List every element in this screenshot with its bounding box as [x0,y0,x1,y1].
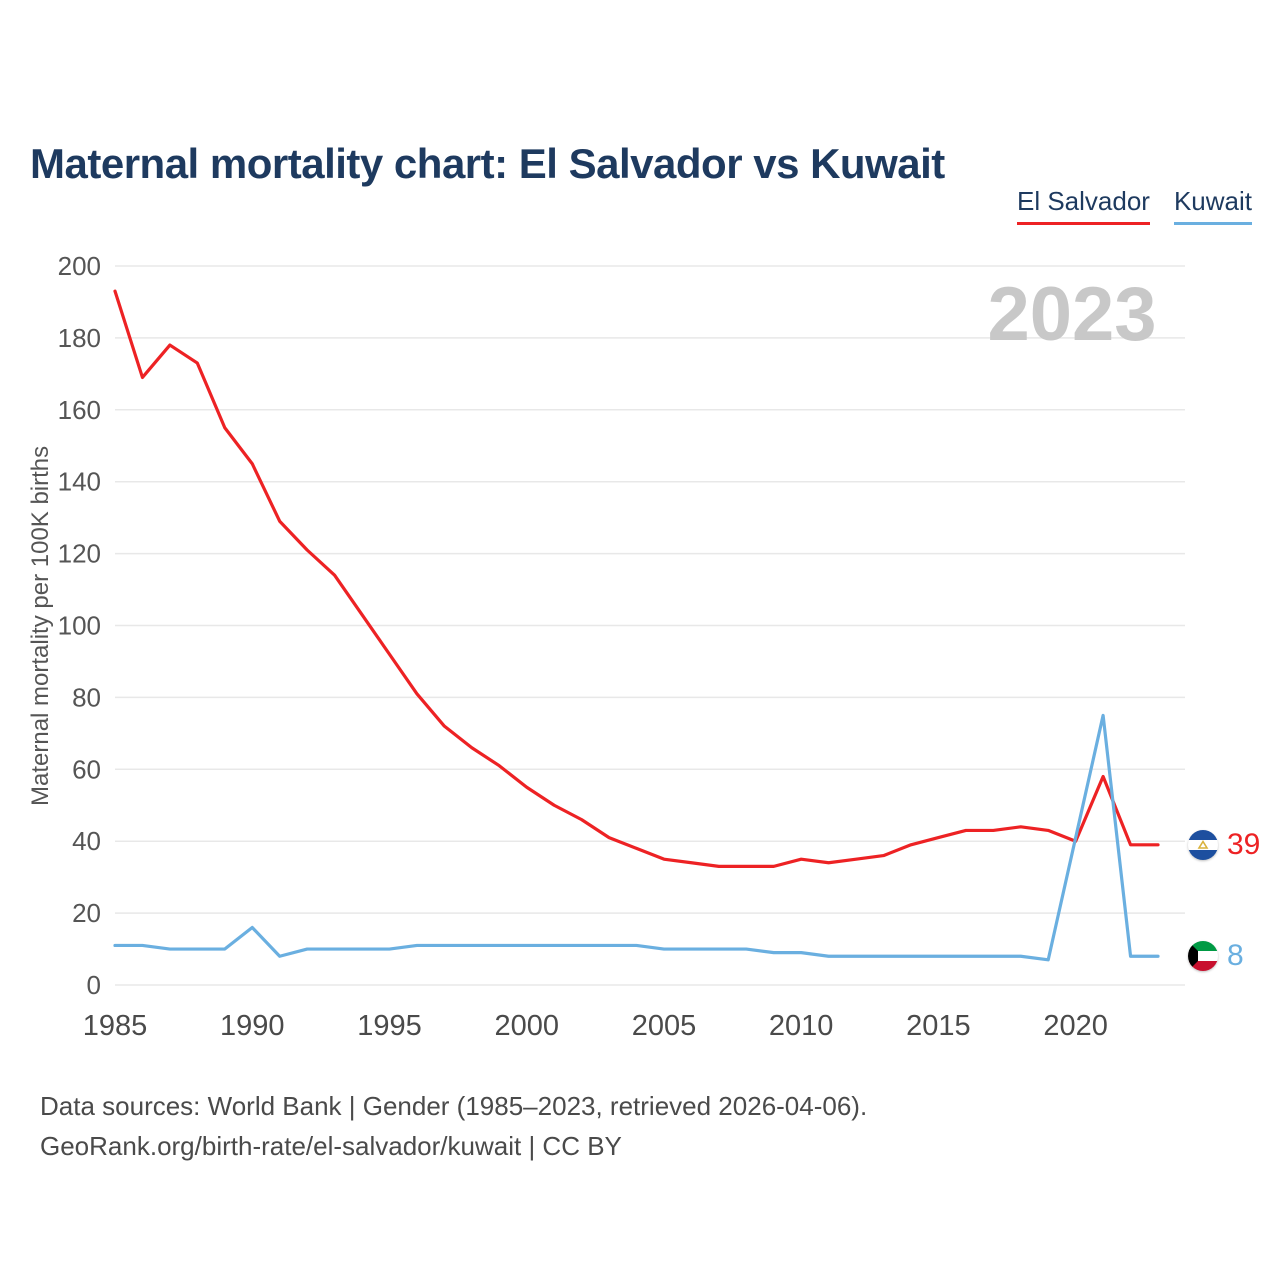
y-tick-label: 200 [58,251,101,281]
y-tick-label: 40 [72,826,101,856]
y-tick-label: 0 [87,970,101,1000]
line-kuwait [113,713,1160,962]
legend-label-el-salvador: El Salvador [1016,186,1150,216]
end-label-el-salvador: 39 [1188,828,1260,862]
y-tick-label: 60 [72,754,101,784]
legend-item-el-salvador[interactable]: El Salvador [1016,186,1150,225]
kuwait-flag-icon [1188,941,1218,972]
x-tick-label: 1985 [83,1010,148,1042]
end-value-el-salvador: 39 [1227,827,1261,861]
end-label-kuwait: 8 [1188,939,1244,973]
end-value-kuwait: 8 [1227,939,1244,973]
footer-sources: Data sources: World Bank | Gender (1985–… [40,1091,868,1121]
footer-attribution: GeoRank.org/birth-rate/el-salvador/kuwai… [40,1131,622,1162]
x-tick-label: 1990 [220,1010,285,1042]
y-tick-label: 160 [58,395,101,425]
x-tick-label: 1995 [357,1010,422,1042]
x-tick-label: 2000 [494,1010,559,1042]
x-tick-label: 2010 [769,1010,834,1042]
y-tick-label: 20 [72,898,101,928]
footer: Data sources: World Bank | Gender (1985–… [40,1086,867,1167]
legend-item-kuwait[interactable]: Kuwait [1173,186,1252,225]
y-tick-label: 120 [58,539,101,569]
page-title: Maternal mortality chart: El Salvador vs… [30,140,945,188]
line-el-salvador [113,289,1160,868]
y-tick-label: 140 [58,467,101,497]
y-tick-label: 100 [58,611,101,641]
y-tick-label: 80 [72,682,101,712]
watermark-year: 2023 [987,272,1156,357]
legend: El Salvador Kuwait [1016,186,1252,225]
legend-label-kuwait: Kuwait [1173,186,1252,216]
x-tick-label: 2020 [1043,1010,1108,1042]
x-tick-label: 2015 [906,1010,971,1042]
y-tick-label: 180 [58,323,101,353]
x-tick-label: 2005 [632,1010,697,1042]
el-salvador-flag-icon [1188,829,1218,860]
